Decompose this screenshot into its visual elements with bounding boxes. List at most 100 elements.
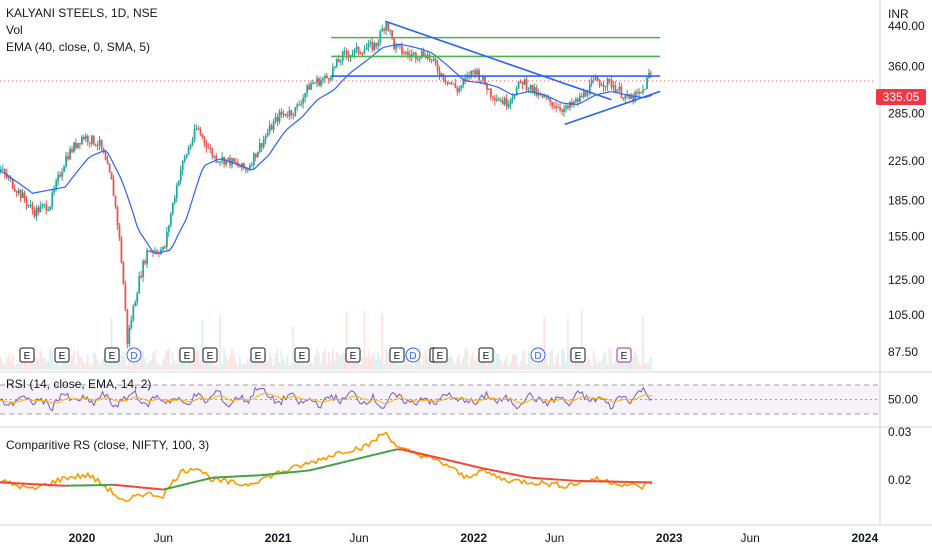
price-pane[interactable]: EEEDEEEEEEDEEEDEE bbox=[0, 20, 876, 370]
volume-bar bbox=[347, 357, 350, 370]
crs-ma-segment bbox=[141, 486, 147, 489]
candle-body bbox=[472, 70, 475, 72]
volume-bar bbox=[201, 319, 204, 370]
candle-body bbox=[250, 165, 253, 167]
volume-bar bbox=[648, 362, 650, 370]
candle-body bbox=[31, 204, 34, 211]
earnings-marker[interactable]: E bbox=[202, 347, 218, 363]
earnings-marker[interactable]: E bbox=[54, 347, 70, 363]
volume-bar bbox=[357, 362, 360, 370]
volume-bar bbox=[543, 316, 546, 370]
volume-bar bbox=[646, 362, 648, 370]
candle-body bbox=[280, 111, 283, 115]
marker-letter: D bbox=[130, 351, 137, 362]
volume-bar bbox=[288, 364, 291, 370]
ema-legend[interactable]: EMA (40, close, 0, SMA, 5) bbox=[6, 40, 151, 54]
earnings-marker-box bbox=[616, 347, 632, 363]
candle-body bbox=[227, 157, 230, 160]
volume-bar bbox=[173, 361, 176, 370]
candle-body bbox=[294, 107, 297, 116]
volume-bar bbox=[197, 350, 200, 370]
dividend-marker[interactable]: D bbox=[530, 347, 546, 363]
volume-bar bbox=[225, 355, 227, 370]
candle-body bbox=[555, 106, 558, 109]
earnings-marker[interactable]: E bbox=[250, 347, 266, 363]
candle-body bbox=[195, 128, 198, 130]
candle-body bbox=[199, 129, 202, 135]
dividend-marker[interactable]: D bbox=[405, 347, 421, 363]
volume-bar bbox=[592, 349, 595, 370]
crs-ma-segment bbox=[483, 467, 490, 471]
candle-body bbox=[132, 306, 135, 321]
volume-bar bbox=[632, 357, 634, 370]
crs-ma-segment bbox=[282, 471, 289, 475]
earnings-marker[interactable]: E bbox=[432, 347, 448, 363]
candle-body bbox=[278, 111, 281, 122]
earnings-marker[interactable]: E bbox=[104, 347, 120, 363]
marker-letter: E bbox=[109, 351, 116, 362]
candle-body bbox=[23, 192, 26, 200]
crs-ma-segment bbox=[352, 457, 359, 461]
earnings-marker[interactable]: E bbox=[179, 347, 195, 363]
earnings-marker[interactable]: E bbox=[616, 347, 632, 363]
volume-bar bbox=[120, 356, 123, 370]
earnings-marker[interactable]: E bbox=[19, 347, 35, 363]
candle-body bbox=[27, 205, 30, 207]
earnings-marker[interactable]: E bbox=[478, 347, 494, 363]
volume-bar bbox=[606, 364, 609, 370]
candle-body bbox=[98, 139, 101, 146]
candle-body bbox=[369, 41, 372, 44]
volume-bar bbox=[294, 361, 297, 370]
volume-bar bbox=[31, 355, 34, 370]
volume-bar bbox=[452, 360, 455, 370]
earnings-marker[interactable]: E bbox=[389, 347, 405, 363]
volume-bar bbox=[45, 361, 48, 370]
volume-bar bbox=[464, 349, 466, 370]
candle-body bbox=[84, 135, 87, 140]
candle-body bbox=[640, 91, 643, 93]
earnings-marker[interactable]: E bbox=[345, 347, 361, 363]
candle-body bbox=[604, 86, 607, 88]
earnings-marker-box bbox=[345, 347, 361, 363]
volume-bar bbox=[47, 361, 50, 370]
volume-bar bbox=[203, 354, 206, 370]
candle-body bbox=[438, 71, 441, 76]
earnings-marker[interactable]: E bbox=[294, 347, 310, 363]
volume-bar bbox=[33, 354, 36, 370]
rsi-pane[interactable] bbox=[0, 384, 880, 415]
volume-legend[interactable]: Vol bbox=[6, 23, 23, 37]
candle-body bbox=[357, 46, 360, 53]
volume-bar bbox=[578, 361, 581, 370]
candle-body bbox=[254, 153, 257, 158]
earnings-marker[interactable]: E bbox=[570, 347, 586, 363]
crs-ma-segment bbox=[195, 479, 202, 483]
volume-bar bbox=[395, 357, 397, 370]
volume-bar bbox=[256, 357, 259, 370]
candle-body bbox=[454, 83, 457, 88]
crs-title: Comparitive RS (close, NIFTY, 100, 3) bbox=[6, 438, 209, 452]
crs-ma-segment bbox=[179, 483, 185, 487]
candle-body bbox=[148, 250, 151, 252]
volume-bar bbox=[241, 364, 243, 370]
crs-ma-segment bbox=[162, 487, 169, 491]
volume-bar bbox=[446, 353, 449, 370]
candle-body bbox=[428, 54, 431, 60]
volume-bar bbox=[353, 362, 356, 370]
candle-body bbox=[71, 149, 73, 152]
candle-body bbox=[106, 159, 109, 165]
marker-letter: E bbox=[299, 351, 306, 362]
candle-body bbox=[411, 53, 413, 57]
dividend-marker[interactable]: D bbox=[126, 347, 142, 363]
candle-body bbox=[3, 169, 6, 174]
candle-body bbox=[503, 98, 506, 105]
volume-bar bbox=[361, 356, 364, 370]
candle-body bbox=[260, 143, 263, 148]
volume-bar bbox=[565, 361, 567, 370]
symbol-title[interactable]: KALYANI STEELS, 1D, NSE bbox=[6, 6, 158, 20]
comparative-rs-pane[interactable] bbox=[0, 431, 653, 503]
candle-body bbox=[219, 161, 222, 163]
dividend-marker-circle bbox=[126, 347, 142, 363]
volume-bar bbox=[237, 364, 239, 370]
volume-bar bbox=[282, 358, 285, 370]
